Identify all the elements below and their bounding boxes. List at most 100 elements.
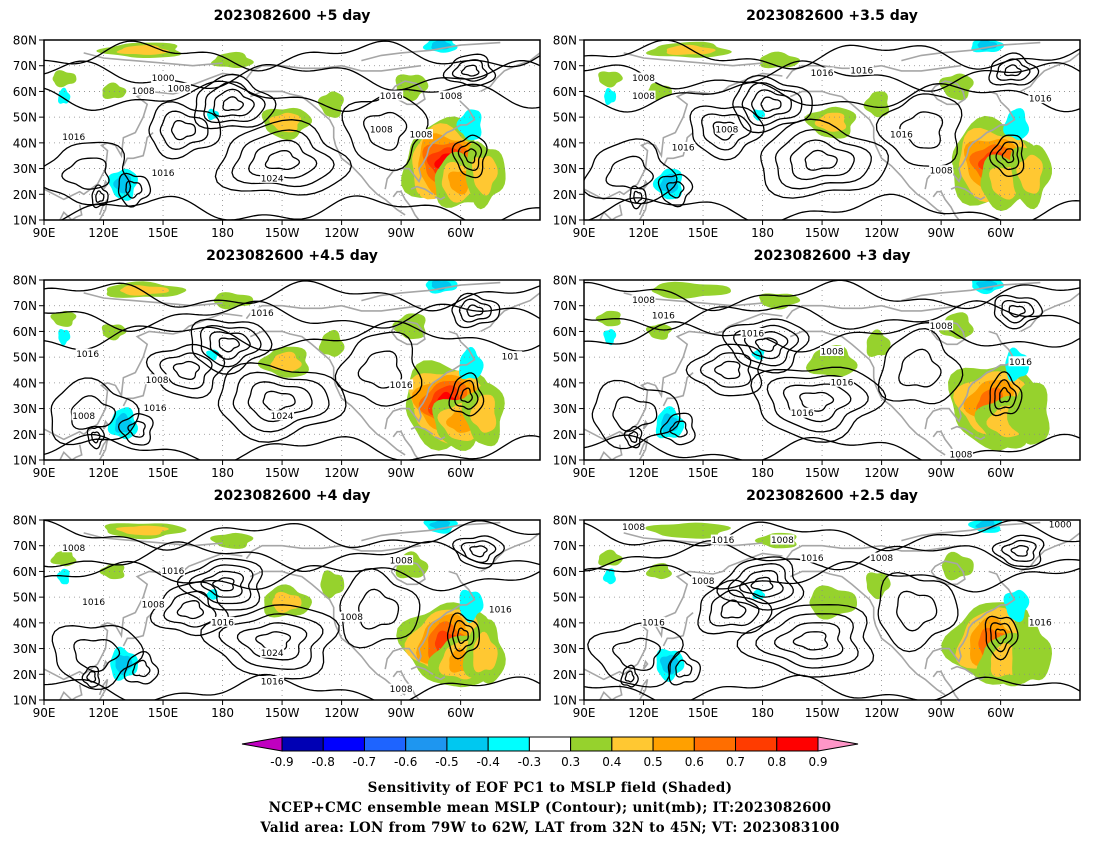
mslp-contour — [176, 557, 263, 611]
coastline — [434, 676, 446, 681]
latitude-tick-label: 10N — [553, 694, 577, 708]
coastline — [480, 52, 540, 93]
positive-sensitivity-shading — [866, 329, 891, 357]
coastline — [59, 204, 83, 220]
contour-label-bg — [651, 310, 676, 320]
mslp-contour — [877, 327, 964, 405]
latitude-tick-label: 60N — [553, 565, 577, 579]
mslp-contour — [159, 352, 213, 390]
contour-label-bg — [829, 376, 854, 387]
longitude-tick-label: 120E — [628, 226, 659, 240]
contour-label: 1016 — [711, 536, 734, 546]
coastline — [1020, 52, 1080, 93]
mslp-contour — [989, 622, 1013, 653]
mslp-contour — [172, 360, 201, 381]
coastline — [245, 544, 422, 560]
negative-sensitivity-shading — [602, 568, 616, 585]
contour-label: 1008 — [340, 613, 363, 623]
mslp-contour — [363, 111, 408, 151]
longitude-tick-label: 120E — [88, 706, 119, 720]
mslp-contour — [44, 300, 540, 333]
latitude-tick-label: 40N — [13, 136, 37, 150]
coastline — [410, 185, 434, 195]
contour-label-bg — [151, 167, 176, 178]
positive-sensitivity-shading — [269, 112, 302, 133]
coastline — [434, 436, 446, 441]
positive-sensitivity-shading — [210, 532, 254, 549]
longitude-tick-label: 90W — [388, 226, 415, 240]
contour-label: 1008 — [410, 131, 433, 141]
contour-label: 1008 — [632, 92, 655, 102]
longitude-tick-label: 90E — [33, 226, 56, 240]
negative-sensitivity-shading — [1003, 589, 1030, 623]
contour-label: 1008 — [930, 322, 953, 332]
contour-label-bg — [143, 402, 168, 413]
mslp-contour — [633, 190, 643, 204]
contour-label-bg — [889, 129, 914, 140]
longitude-tick-label: 90W — [928, 466, 955, 480]
mslp-contour — [451, 292, 501, 329]
mslp-contour — [448, 372, 485, 417]
mslp-contour — [989, 371, 1023, 417]
longitude-tick-label: 120W — [324, 226, 359, 240]
mslp-contour — [584, 81, 1080, 113]
contour-label-bg — [740, 328, 765, 338]
mslp-contour — [669, 420, 688, 438]
contour-label-bg — [260, 647, 285, 658]
map-panel: 2023082600 +4.5 day 1016 1008 1008 1016 1016 1… — [13, 248, 541, 480]
mslp-contour — [792, 631, 829, 651]
mslp-contour — [667, 650, 701, 686]
positive-sensitivity-shading — [50, 310, 77, 327]
mslp-contour — [446, 612, 480, 660]
positive-sensitivity-shading — [814, 112, 847, 132]
mslp-contour — [624, 670, 635, 683]
positive-sensitivity-shading — [470, 394, 497, 433]
contour-label-bg — [691, 575, 716, 586]
colorbar-tick-label: 0.7 — [726, 755, 745, 769]
contour-label: 1008 — [622, 523, 645, 533]
mslp-contour — [176, 600, 205, 620]
contour-label-bg — [151, 72, 176, 83]
contour-label: 1008 — [821, 348, 844, 358]
latitude-tick-label: 20N — [553, 188, 577, 202]
contour-label-bg — [61, 131, 86, 142]
mslp-contour — [117, 172, 152, 208]
caption-shading: Sensitivity of EOF PC1 to MSLP field (Sh… — [367, 780, 733, 796]
colorbar-bin — [446, 736, 489, 752]
positive-sensitivity-shading — [120, 285, 169, 296]
mslp-contour — [222, 96, 244, 112]
mslp-contour — [200, 570, 244, 598]
latitude-tick-label: 70N — [13, 59, 37, 73]
mslp-contour — [732, 74, 813, 134]
mslp-contour — [612, 396, 658, 432]
latitude-tick-label: 50N — [553, 591, 577, 605]
coastline — [599, 204, 623, 220]
coastline — [480, 292, 540, 333]
panel-title: 2023082600 +4.5 day — [206, 248, 378, 264]
latitude-tick-label: 80N — [13, 514, 37, 528]
mslp-contour — [675, 659, 693, 678]
contour-label: 101 — [502, 353, 519, 363]
mslp-contour — [50, 377, 140, 446]
positive-sensitivity-shading — [1007, 382, 1050, 445]
mslp-contour — [236, 622, 308, 661]
negative-sensitivity-shading — [58, 87, 71, 104]
contour-label-bg — [260, 172, 285, 183]
latitude-tick-label: 20N — [13, 188, 37, 202]
contour-label-bg — [849, 64, 874, 75]
longitude-tick-label: 120W — [324, 466, 359, 480]
longitude-tick-label: 180 — [211, 706, 234, 720]
latitude-tick-label: 60N — [553, 325, 577, 339]
mslp-contour — [95, 190, 105, 203]
contour-label: 1016 — [380, 92, 403, 102]
colorbar-bin — [322, 736, 365, 752]
longitude-tick-label: 120W — [864, 466, 899, 480]
mslp-contour — [61, 157, 110, 190]
mslp-contour — [623, 425, 643, 449]
mslp-contour — [51, 624, 144, 691]
mslp-contour — [44, 540, 540, 573]
contour-label-bg — [389, 555, 414, 566]
mslp-contour — [1001, 539, 1037, 562]
caption-valid-area: Valid area: LON from 79W to 62W, LAT fro… — [260, 820, 840, 836]
